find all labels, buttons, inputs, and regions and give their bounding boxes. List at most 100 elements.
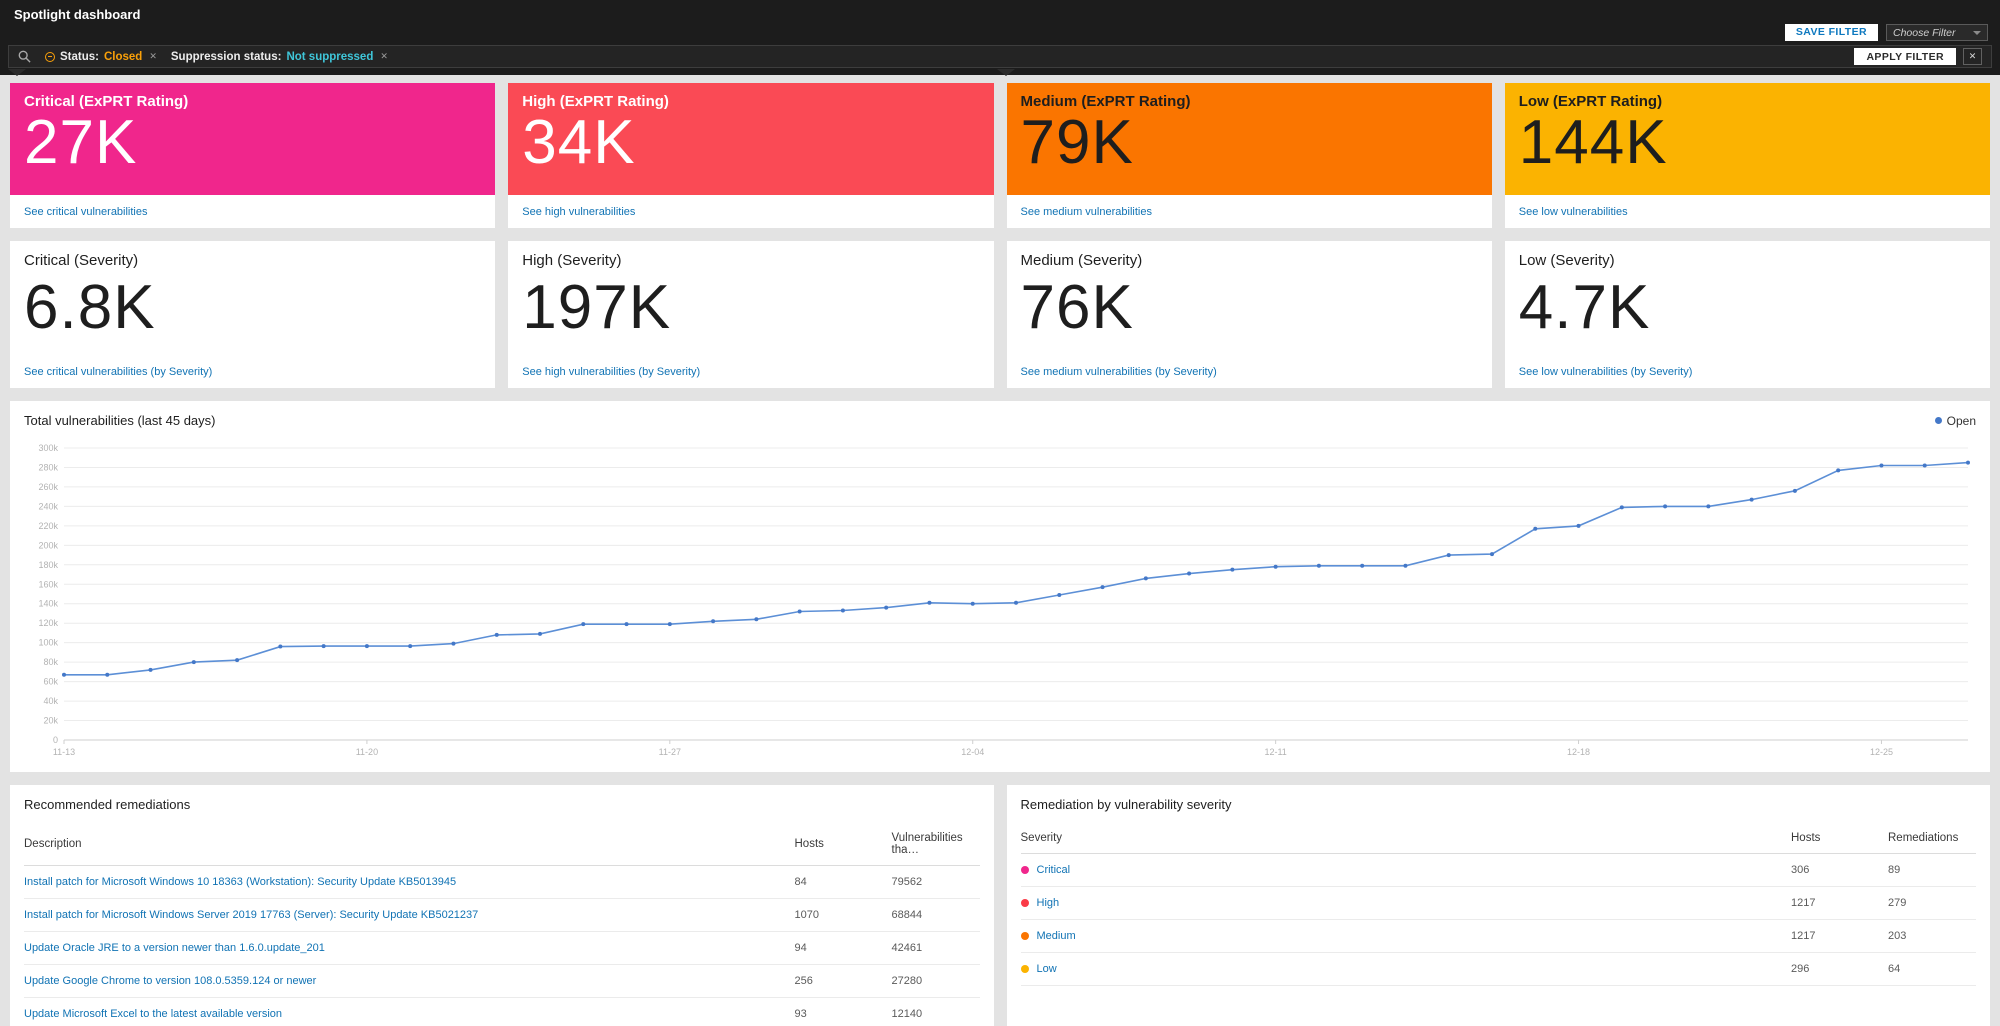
svg-text:0: 0 — [53, 735, 58, 745]
table-title: Recommended remediations — [24, 797, 191, 812]
see-critical-by-severity-link[interactable]: See critical vulnerabilities (by Severit… — [24, 366, 213, 378]
card-title: High (ExPRT Rating) — [522, 93, 669, 110]
see-medium-by-severity-link[interactable]: See medium vulnerabilities (by Severity) — [1020, 366, 1217, 378]
column-header-remediations: Remediations — [1888, 832, 1959, 844]
svg-text:260k: 260k — [38, 482, 58, 492]
see-low-vulnerabilities-link[interactable]: See low vulnerabilities — [1518, 205, 1628, 218]
remove-filter-icon[interactable] — [149, 51, 157, 62]
severity-link[interactable]: High — [1036, 897, 1060, 909]
hosts-value: 296 — [1791, 963, 1810, 975]
page-title: Spotlight dashboard — [14, 7, 141, 22]
filter-chip-suppression[interactable]: Suppression status: Not suppressed — [171, 51, 388, 63]
card-value: 76K — [1020, 273, 1134, 342]
status-closed-icon — [45, 51, 55, 62]
chart-title: Total vulnerabilities (last 45 days) — [24, 413, 216, 428]
svg-text:12-04: 12-04 — [961, 747, 984, 757]
see-critical-vulnerabilities-link[interactable]: See critical vulnerabilities — [24, 205, 148, 218]
table-title: Remediation by vulnerability severity — [1020, 797, 1232, 812]
clear-filter-icon[interactable] — [1963, 48, 1982, 65]
severity-dot-high — [1020, 899, 1029, 907]
svg-text:280k: 280k — [38, 462, 58, 472]
see-high-by-severity-link[interactable]: See high vulnerabilities (by Severity) — [522, 366, 701, 378]
remediation-link[interactable]: Update Google Chrome to version 108.0.53… — [24, 975, 317, 987]
see-low-by-severity-link[interactable]: See low vulnerabilities (by Severity) — [1518, 366, 1693, 378]
severity-card-medium: Medium (Severity) 76K See medium vulnera… — [1006, 241, 1492, 388]
table-header: Description Hosts Vulnerabilities tha… — [24, 826, 980, 866]
table-row: Update Microsoft Excel to the latest ava… — [24, 998, 980, 1026]
remediation-link[interactable]: Update Oracle JRE to a version newer tha… — [24, 942, 325, 954]
severity-link[interactable]: Low — [1036, 963, 1057, 975]
search-icon — [18, 50, 31, 63]
see-medium-vulnerabilities-link[interactable]: See medium vulnerabilities — [1020, 205, 1152, 218]
severity-card-high: High (Severity) 197K See high vulnerabil… — [508, 241, 994, 388]
severity-card-critical: Critical (Severity) 6.8K See critical vu… — [10, 241, 496, 388]
legend-label-open: Open — [1946, 413, 1976, 428]
remediation-link[interactable]: Update Microsoft Excel to the latest ava… — [24, 1008, 283, 1020]
remove-filter-icon[interactable] — [380, 51, 388, 62]
table-row: Update Oracle JRE to a version newer tha… — [24, 932, 980, 965]
table-row: Low 296 64 — [1020, 953, 1976, 986]
card-value: 6.8K — [24, 273, 156, 342]
column-header-description: Description — [24, 838, 82, 850]
filter-chip-label: Suppression status: — [170, 50, 282, 63]
recommended-remediations-card: Recommended remediations Description Hos… — [10, 785, 994, 1026]
remediation-link[interactable]: Install patch for Microsoft Windows 10 1… — [24, 876, 457, 888]
save-filter-button[interactable]: SAVE FILTER — [1784, 24, 1878, 41]
remediation-link[interactable]: Install patch for Microsoft Windows Serv… — [24, 909, 479, 921]
see-high-vulnerabilities-link[interactable]: See high vulnerabilities — [522, 205, 636, 218]
filter-chip-label: Status: — [60, 50, 99, 63]
card-title: High (Severity) — [522, 252, 622, 269]
table-row: Update Google Chrome to version 108.0.53… — [24, 965, 980, 998]
svg-text:200k: 200k — [38, 540, 58, 550]
svg-text:140k: 140k — [38, 599, 58, 609]
hosts-value: 94 — [794, 942, 807, 954]
severity-card-low: Low (Severity) 4.7K See low vulnerabilit… — [1504, 241, 1990, 388]
svg-text:60k: 60k — [43, 677, 58, 687]
svg-text:220k: 220k — [38, 521, 58, 531]
svg-text:240k: 240k — [38, 501, 58, 511]
hosts-value: 1070 — [794, 909, 819, 921]
svg-text:12-18: 12-18 — [1567, 747, 1590, 757]
exprt-card-medium: Medium (ExPRT Rating) 79K See medium vul… — [1006, 83, 1492, 228]
header-actions: SAVE FILTER Choose Filter — [1784, 24, 1988, 41]
vulnerabilities-value: 42461 — [891, 942, 923, 954]
table-row: Medium 1217 203 — [1020, 920, 1976, 953]
vulnerabilities-value: 68844 — [891, 909, 923, 921]
exprt-card-critical: Critical (ExPRT Rating) 27K See critical… — [10, 83, 496, 228]
apply-filter-button[interactable]: APPLY FILTER — [1854, 48, 1956, 65]
hosts-value: 306 — [1791, 864, 1810, 876]
column-header-severity: Severity — [1020, 832, 1063, 844]
remediations-value: 89 — [1888, 864, 1901, 876]
filter-chip-status[interactable]: Status: Closed — [45, 51, 157, 63]
choose-filter-dropdown[interactable]: Choose Filter — [1886, 24, 1988, 41]
filter-expand-handle[interactable] — [8, 69, 26, 76]
chevron-down-icon — [1973, 31, 1981, 35]
hosts-value: 84 — [794, 876, 807, 888]
remediations-value: 279 — [1888, 897, 1907, 909]
card-title: Low (Severity) — [1518, 252, 1615, 269]
remediations-value: 203 — [1888, 930, 1907, 942]
filter-chip-value: Not suppressed — [286, 50, 374, 63]
severity-link[interactable]: Critical — [1036, 864, 1071, 876]
table-row: Critical 306 89 — [1020, 854, 1976, 887]
table-header: Severity Hosts Remediations — [1020, 826, 1976, 854]
severity-cards-row: Critical (Severity) 6.8K See critical vu… — [10, 241, 1990, 388]
total-vulnerabilities-chart-card: Total vulnerabilities (last 45 days) Ope… — [10, 401, 1990, 772]
remediations-value: 64 — [1888, 963, 1901, 975]
card-title: Critical (ExPRT Rating) — [24, 93, 189, 110]
hosts-value: 1217 — [1791, 930, 1816, 942]
filter-bar[interactable]: Status: Closed Suppression status: Not s… — [8, 45, 1992, 68]
svg-text:40k: 40k — [43, 696, 58, 706]
vulnerabilities-value: 27280 — [891, 975, 923, 987]
tables-row: Recommended remediations Description Hos… — [10, 785, 1990, 1026]
svg-text:100k: 100k — [38, 638, 58, 648]
table-row: Install patch for Microsoft Windows 10 1… — [24, 866, 980, 899]
svg-text:11-27: 11-27 — [659, 747, 681, 757]
column-header-hosts: Hosts — [1791, 832, 1821, 844]
filter-expand-handle[interactable] — [997, 69, 1015, 76]
exprt-card-low: Low (ExPRT Rating) 144K See low vulnerab… — [1504, 83, 1990, 228]
svg-text:300k: 300k — [38, 443, 58, 453]
card-value: 79K — [1020, 108, 1134, 177]
severity-link[interactable]: Medium — [1036, 930, 1076, 942]
